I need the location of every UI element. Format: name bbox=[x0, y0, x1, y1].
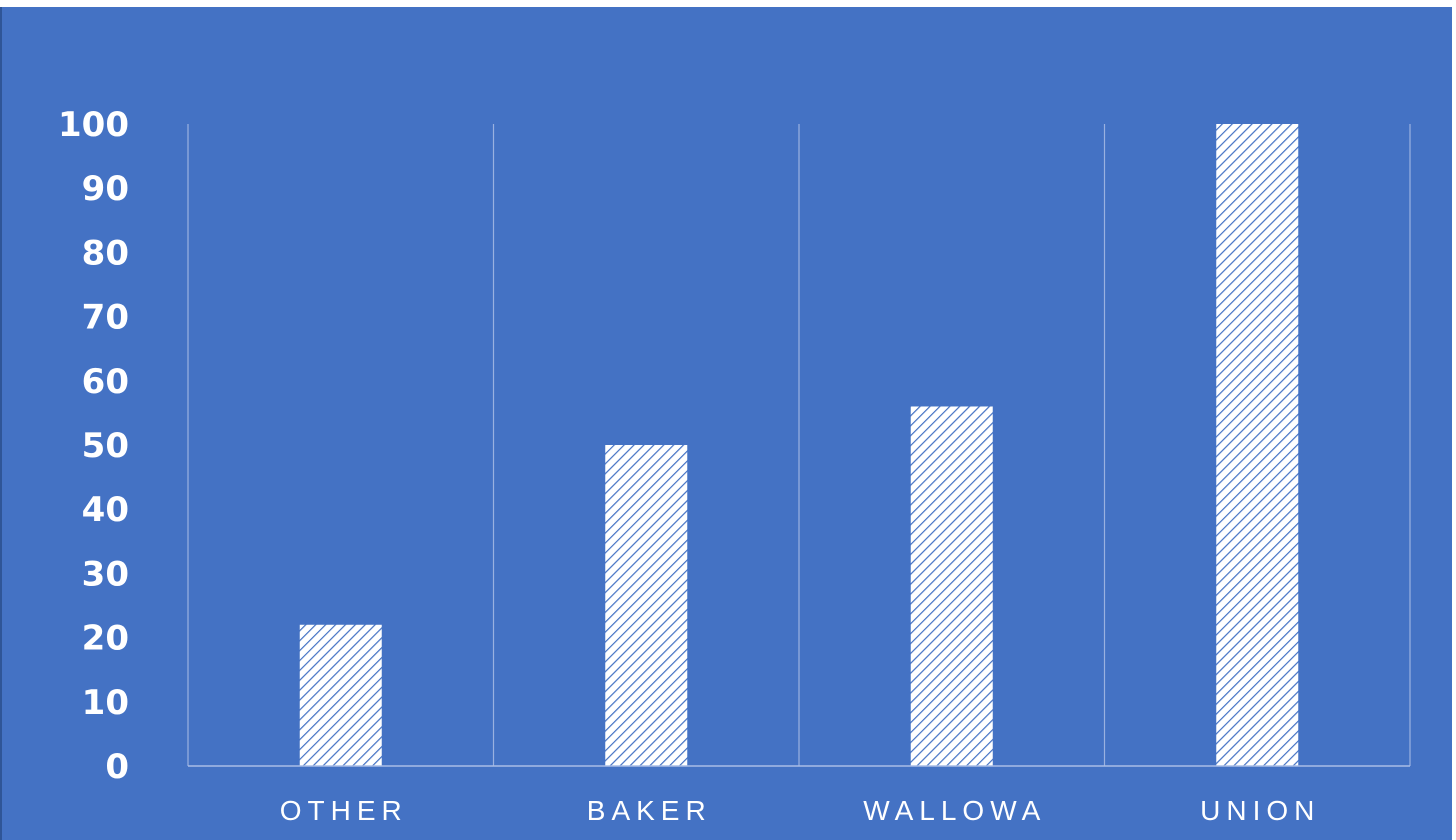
y-tick-label: 50 bbox=[82, 426, 129, 466]
y-tick-label: 60 bbox=[82, 362, 129, 402]
bar-other bbox=[299, 624, 382, 766]
y-tick-label: 10 bbox=[82, 683, 129, 723]
bar-wallowa bbox=[910, 406, 993, 766]
x-tick-label: BAKER bbox=[587, 795, 712, 826]
x-axis-ticks: OTHER BAKER WALLOWA UNION bbox=[280, 795, 1320, 826]
y-tick-label: 90 bbox=[82, 169, 129, 209]
chart-background bbox=[2, 7, 1452, 840]
y-tick-label: 20 bbox=[82, 619, 129, 659]
y-axis-ticks: 0 10 20 30 40 50 60 70 80 90 100 bbox=[58, 105, 129, 787]
y-tick-label: 40 bbox=[82, 490, 129, 530]
bar-series bbox=[299, 124, 1299, 766]
y-tick-label: 30 bbox=[82, 554, 129, 594]
y-tick-label: 100 bbox=[58, 105, 129, 145]
category-gridlines bbox=[187, 124, 1411, 766]
y-tick-label: 80 bbox=[82, 233, 129, 273]
y-tick-label: 70 bbox=[82, 298, 129, 338]
x-tick-label: UNION bbox=[1200, 795, 1320, 826]
x-tick-label: OTHER bbox=[280, 795, 408, 826]
x-tick-label: WALLOWA bbox=[863, 795, 1046, 826]
bar-union bbox=[1216, 124, 1299, 766]
chart-area: 0 10 20 30 40 50 60 70 80 90 100 OTHER BAKER WALLOWA… bbox=[0, 7, 1452, 840]
bar-chart: 0 10 20 30 40 50 60 70 80 90 100 OTHER BAKER WALLOWA… bbox=[2, 7, 1452, 840]
y-tick-label: 0 bbox=[105, 747, 129, 787]
bar-baker bbox=[605, 445, 688, 766]
